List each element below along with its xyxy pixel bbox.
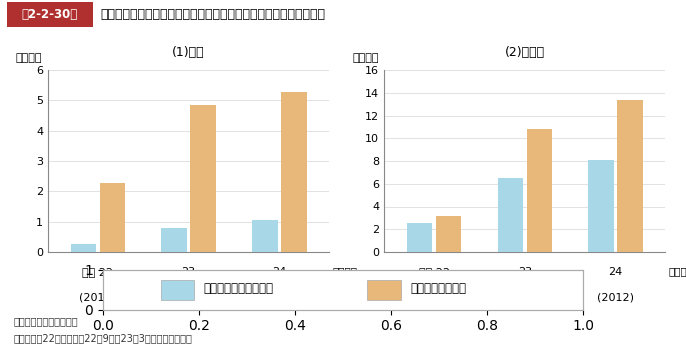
Text: （年度）: （年度） [668, 267, 686, 276]
Text: 23: 23 [182, 267, 196, 276]
FancyBboxPatch shape [161, 280, 194, 300]
Text: （万人）: （万人） [16, 53, 43, 63]
Bar [71, 244, 96, 252]
Text: (2012): (2012) [261, 292, 298, 302]
Text: 新卒応援ハローワークとジョブサポーターの支援による就職決定数: 新卒応援ハローワークとジョブサポーターの支援による就職決定数 [101, 8, 326, 21]
Text: 23: 23 [518, 267, 532, 276]
Text: (1)高校: (1)高校 [172, 46, 205, 59]
Text: (2011): (2011) [506, 292, 543, 302]
Bar [281, 92, 307, 252]
Text: 24: 24 [272, 267, 287, 276]
Bar [252, 219, 278, 252]
Bar [99, 183, 125, 252]
Bar [589, 160, 614, 252]
FancyBboxPatch shape [367, 280, 401, 300]
Text: 平成 22: 平成 22 [82, 267, 113, 276]
Text: 第2-2-30図: 第2-2-30図 [22, 8, 78, 21]
Text: 平成 22: 平成 22 [418, 267, 449, 276]
Text: (2010): (2010) [80, 292, 117, 302]
Bar [407, 223, 432, 252]
Text: （出典）厚生労働省調べ: （出典）厚生労働省調べ [14, 316, 78, 326]
Text: (2011): (2011) [170, 292, 207, 302]
Text: （万人）: （万人） [352, 53, 379, 63]
Text: 24: 24 [608, 267, 623, 276]
Bar [527, 129, 552, 252]
Bar [617, 99, 643, 252]
Text: (2010): (2010) [416, 292, 453, 302]
Text: （注）平成22年度は平成22年9月～23年3月末までの数値。: （注）平成22年度は平成22年9月～23年3月末までの数値。 [14, 333, 193, 343]
FancyBboxPatch shape [7, 2, 93, 27]
Text: 新卒応援ハローワーク: 新卒応援ハローワーク [204, 282, 274, 295]
Bar [161, 228, 187, 252]
Bar [497, 178, 523, 252]
Bar [191, 105, 216, 252]
Bar [436, 216, 461, 252]
Text: ジョブサポーター: ジョブサポーター [410, 282, 466, 295]
Text: （年度）: （年度） [332, 267, 357, 276]
Text: (2012): (2012) [597, 292, 634, 302]
Text: (2)大卒等: (2)大卒等 [505, 46, 545, 59]
